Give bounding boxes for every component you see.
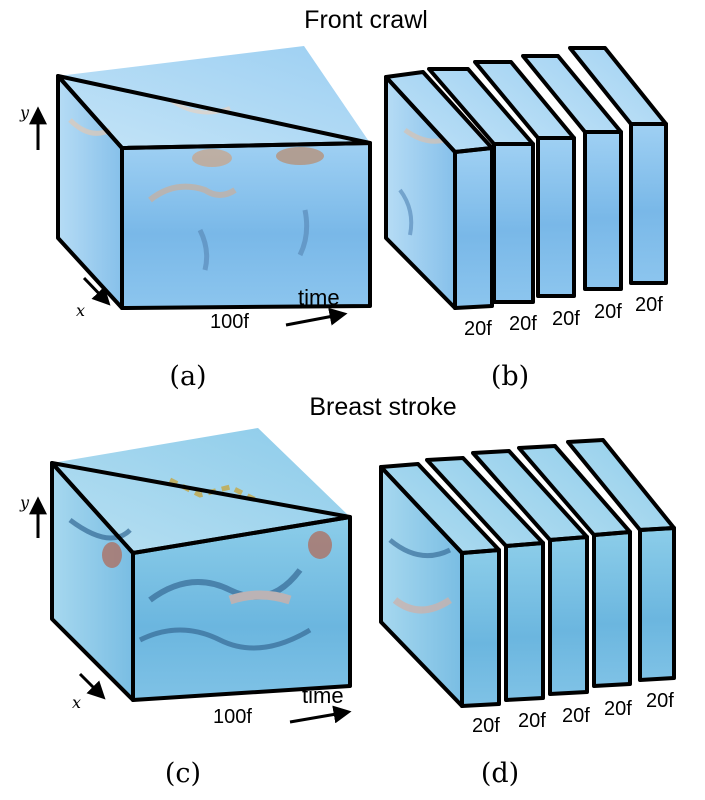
clip-slice-3 — [471, 449, 589, 696]
caption-b: (b) — [491, 361, 529, 392]
clip-label-d-3: 20f — [562, 705, 590, 727]
clip-label-d-5: 20f — [646, 690, 674, 712]
video-cube-c — [50, 428, 352, 702]
axis-y-label: y — [19, 103, 30, 122]
axis-x-label: x — [76, 301, 85, 320]
clip-slice-2 — [425, 456, 545, 702]
axis-time-c: time — [289, 683, 352, 724]
cube-front-face — [122, 143, 370, 308]
clip-slices-b — [384, 46, 668, 310]
caption-c: (c) — [165, 758, 201, 789]
axis-x-c: x — [72, 672, 106, 712]
clip-slice-2 — [427, 67, 535, 304]
clip-slice-4 — [521, 54, 623, 291]
clip-label-b-3: 20f — [552, 308, 580, 330]
video-cube-a — [56, 46, 372, 310]
frame-count-label: 100f — [210, 311, 249, 333]
clip-slice-3 — [473, 60, 576, 298]
axis-time-label: time — [302, 683, 344, 708]
axis-x-label: x — [72, 693, 81, 712]
clip-label-b-4: 20f — [594, 301, 622, 323]
clip-label-d-1: 20f — [472, 715, 500, 737]
clip-slice-5 — [568, 46, 668, 285]
clip-label-b-1: 20f — [464, 318, 492, 340]
frame-count-label: 100f — [213, 706, 252, 728]
clip-slice-5 — [566, 438, 676, 682]
axis-x-a: x — [76, 276, 111, 320]
axis-time-a: time — [285, 285, 348, 327]
axis-y-c: y — [19, 493, 47, 538]
axis-y-a: y — [19, 103, 47, 150]
clip-slice-4 — [517, 444, 632, 688]
clip-label-d-4: 20f — [604, 698, 632, 720]
clip-label-d-2: 20f — [518, 710, 546, 732]
clip-slice-1 — [384, 70, 494, 310]
clip-slice-1 — [379, 462, 501, 708]
swimmer-texture — [68, 98, 324, 271]
caption-d: (d) — [481, 758, 519, 789]
clip-slices-d — [379, 438, 676, 708]
cube-front-face — [133, 517, 350, 700]
section-title-front-crawl: Front crawl — [304, 6, 428, 34]
clip-label-b-5: 20f — [635, 294, 663, 316]
cube-top-face — [58, 46, 370, 148]
caption-a: (a) — [169, 361, 206, 392]
clip-label-b-2: 20f — [509, 313, 537, 335]
axis-y-label: y — [19, 493, 30, 512]
axis-time-label: time — [298, 285, 340, 310]
section-title-breast-stroke: Breast stroke — [309, 393, 456, 421]
